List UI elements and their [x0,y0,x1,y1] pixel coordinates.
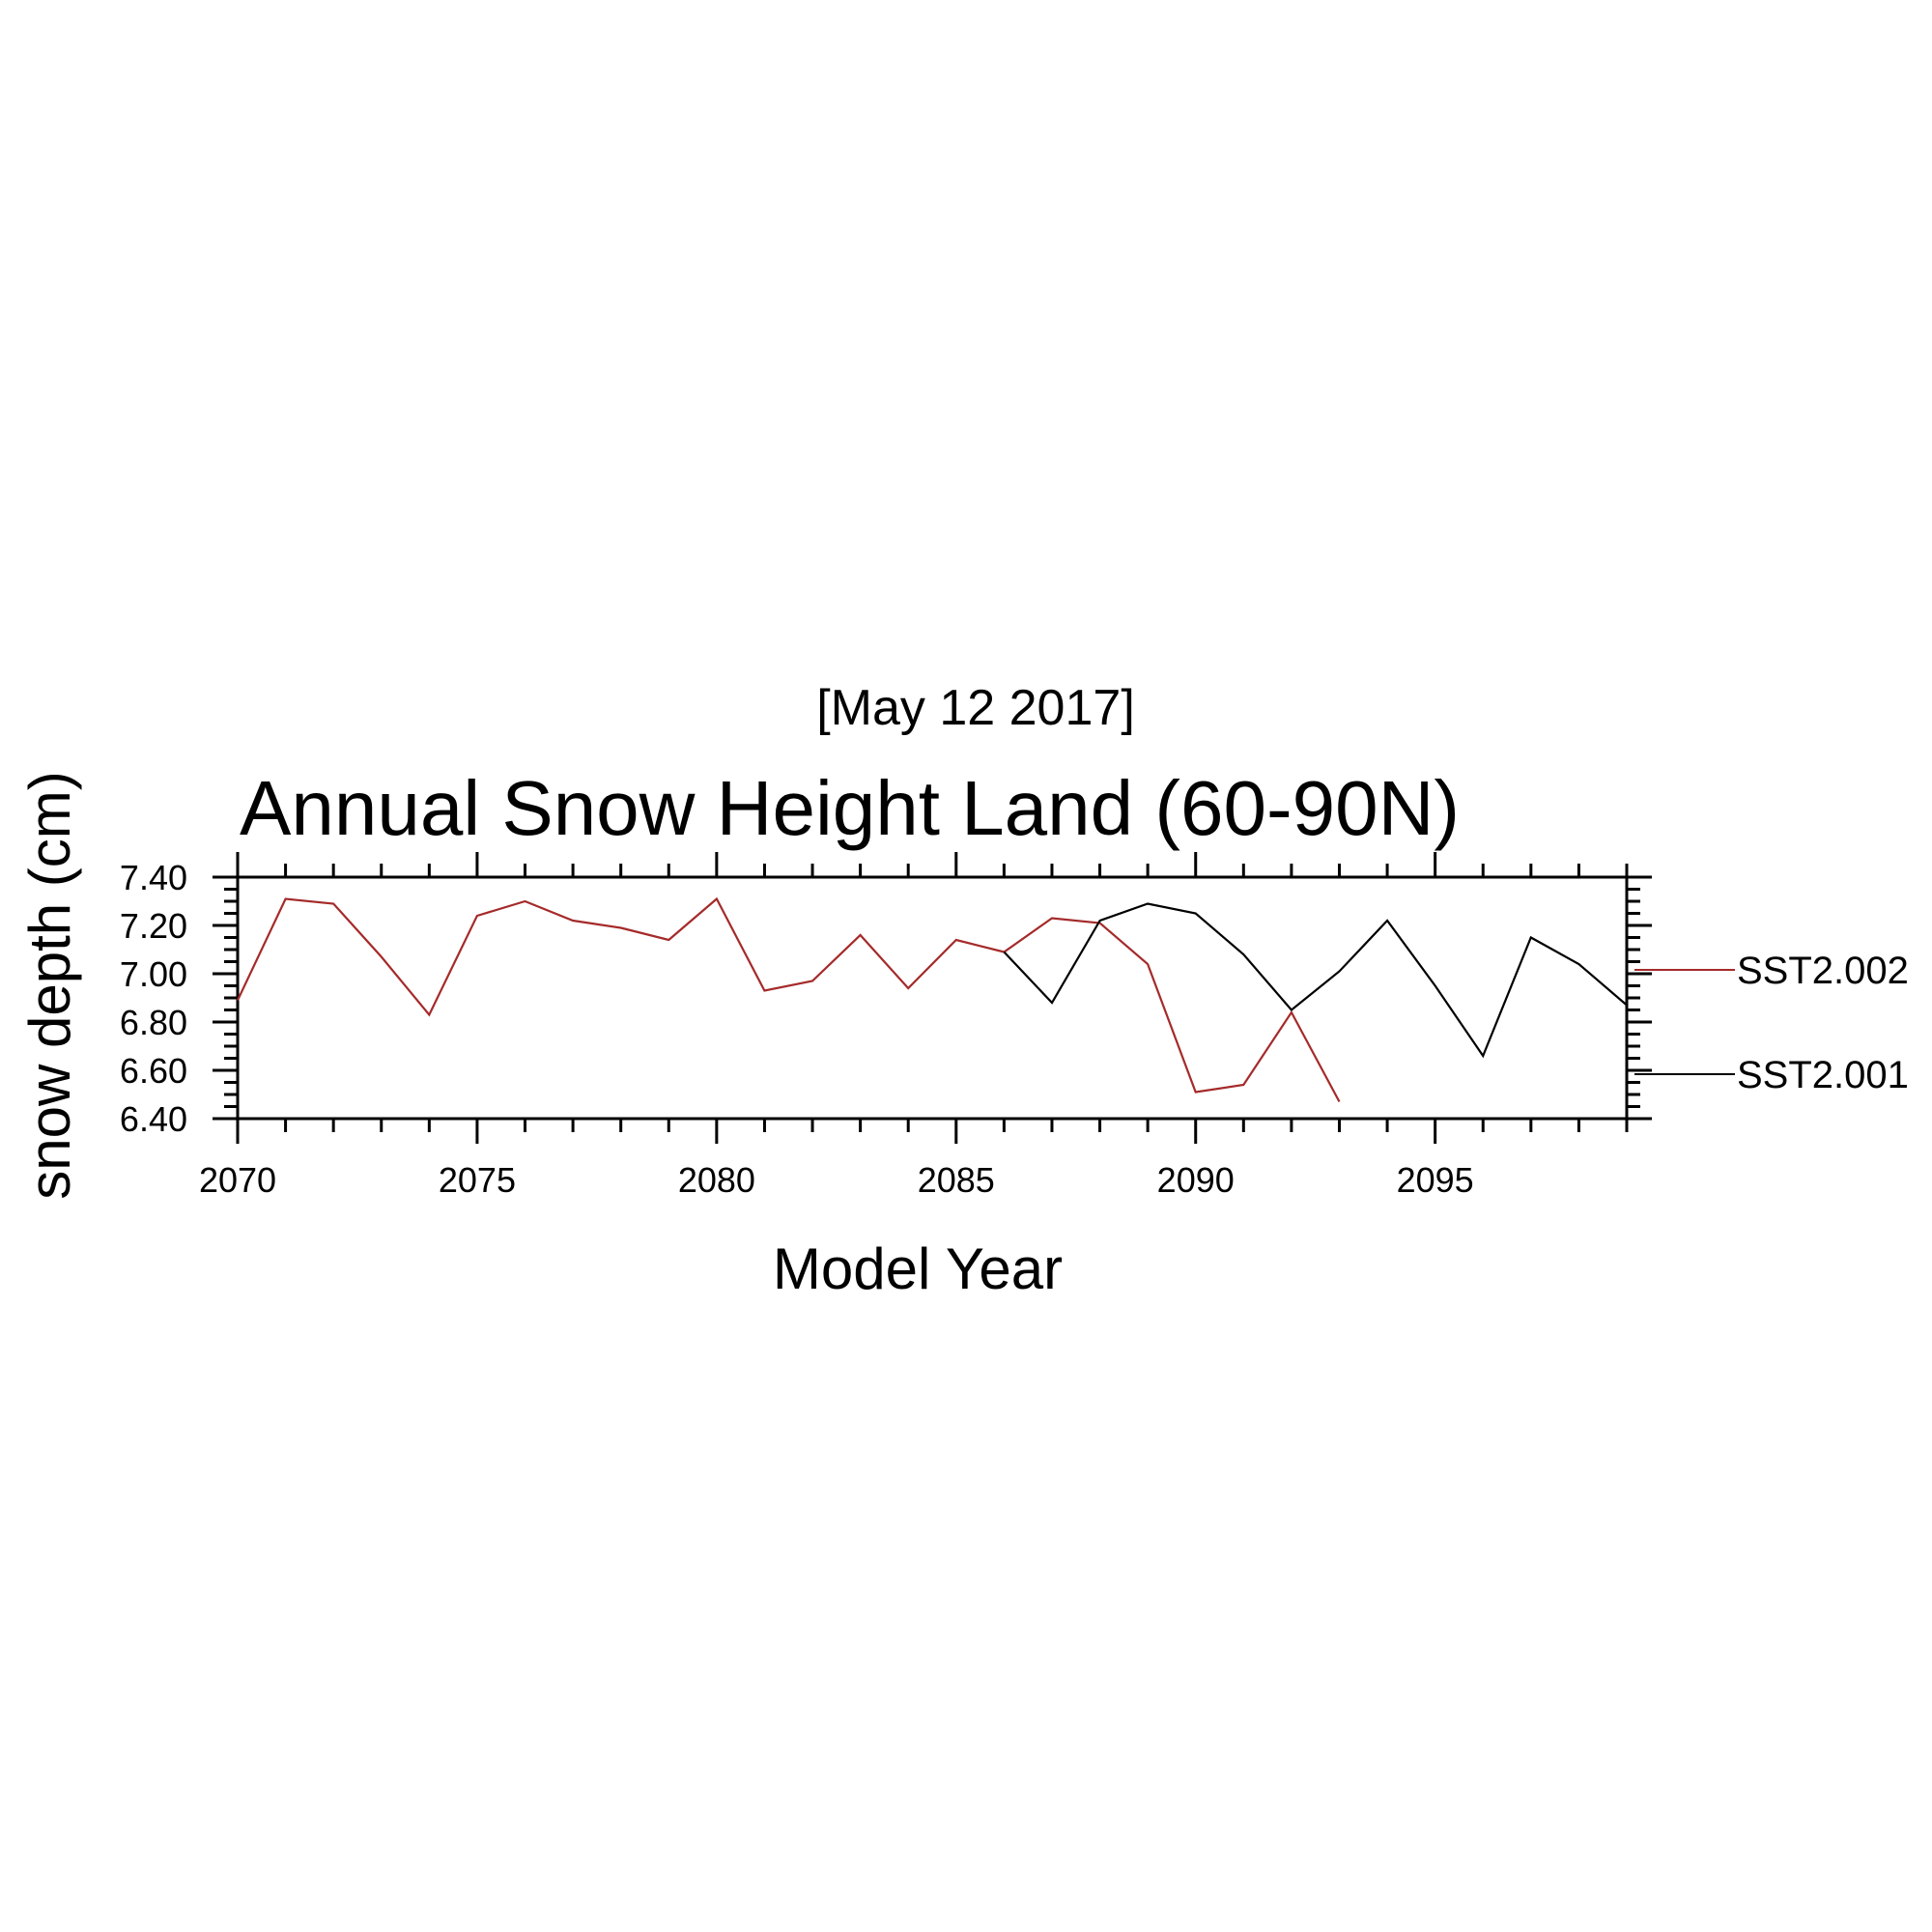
legend: SST2.002 SST2.001 [1634,950,1909,1096]
y-tick-label: 7.20 [120,906,187,946]
x-tick-label: 2070 [199,1160,276,1200]
x-axis-label: Model Year [773,1236,1063,1301]
y-tick-label: 7.00 [120,954,187,994]
x-tick-label: 2075 [439,1160,516,1200]
x-tick-label: 2080 [678,1160,755,1200]
plot-frame [236,875,1629,1121]
series-line-sst2-002 [237,896,1341,1103]
x-tick-label: 2085 [918,1160,995,1200]
y-tick-label: 6.80 [120,1003,187,1042]
series-layer [237,896,1628,1103]
date-label: [May 12 2017] [816,680,1135,736]
y-axis-label: snow depth (cm) [17,771,82,1200]
legend-label: SST2.001 [1737,1054,1909,1096]
y-tick-label: 6.40 [120,1099,187,1139]
legend-label: SST2.002 [1737,950,1909,992]
x-tick-label: 2095 [1397,1160,1474,1200]
y-tick-label: 6.60 [120,1051,187,1091]
y-tick-label: 7.40 [120,858,187,897]
series-line-sst2-001 [1003,902,1628,1059]
chart-title: Annual Snow Height Land (60-90N) [240,765,1460,851]
ticks-layer: 2070 2075 2080 2085 2090 2095 6.40 6.60 6.80 7.00… [120,852,1652,1200]
x-tick-label: 2090 [1157,1160,1235,1200]
